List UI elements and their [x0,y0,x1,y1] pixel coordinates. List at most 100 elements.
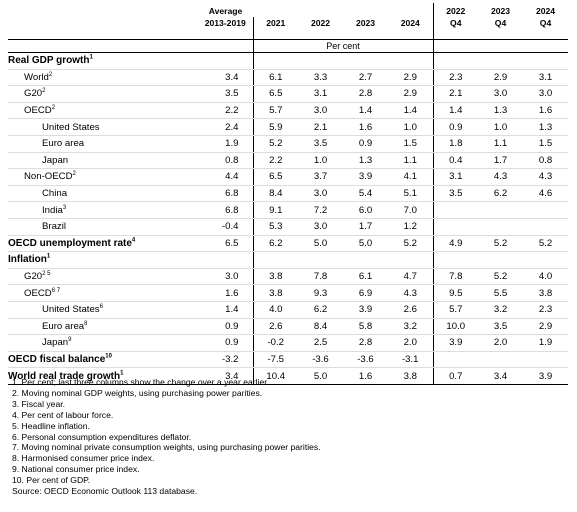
value-cell: 3.1 [298,85,343,103]
value-cell: 3.5 [198,85,253,103]
footnote-marker: 3 [62,204,67,211]
value-cell: 4.0 [252,301,298,319]
value-cell: -3.1 [388,351,433,369]
footnote: 6. Personal consumption expenditures def… [12,431,192,442]
row-label: G202 5 [8,268,198,286]
value-cell: 5.2 [523,235,568,253]
value-cell: 5.2 [478,235,523,253]
value-cell: 3.7 [298,168,343,186]
value-cell: 2.1 [298,118,343,136]
value-cell: 8.4 [252,185,298,203]
footnote-marker: 2 5 [42,270,51,277]
footnote: Source: OECD Economic Outlook 113 databa… [12,486,198,497]
table-row: World2 3.4 6.1 3.3 2.7 2.9 2.3 2.9 3.1 [8,69,568,87]
value-cell: 1.3 [523,118,568,136]
value-cell [388,251,433,269]
value-cell [252,52,298,70]
value-cell: 2.3 [523,301,568,319]
footnote-marker: 1 [120,370,124,377]
unit-row: Per cent [8,39,568,53]
row-label: OECD2 [8,102,198,120]
value-cell: 3.8 [252,284,298,302]
value-cell: 5.1 [388,185,433,203]
value-cell: 5.2 [252,135,298,153]
row-label-text: Non-OECD [24,171,73,183]
header-average: Average [208,6,243,16]
value-cell: -3.2 [198,351,253,369]
row-label: OECD unemployment rate4 [8,235,198,253]
value-cell [478,251,523,269]
value-cell: 2.6 [388,301,433,319]
table-row: Japan 0.8 2.2 1.0 1.3 1.1 0.4 1.7 0.8 [8,152,568,170]
value-cell: 4.6 [523,185,568,203]
header-row-2: 2013-2019 2021 2022 2023 2024 Q4 Q4 Q4 [8,17,568,29]
value-cell: 4.4 [198,168,253,186]
row-label: World real trade growth1 [8,367,198,385]
value-cell: -7.5 [252,351,298,369]
value-cell: 7.2 [298,201,343,219]
value-cell: 3.9 [432,334,478,352]
value-cell: 7.8 [432,268,478,286]
value-cell [343,251,388,269]
value-cell: 1.9 [198,135,253,153]
footnote: 7. Moving nominal private consumption we… [12,442,321,453]
value-cell: 4.1 [388,168,433,186]
value-cell: 3.4 [198,69,253,87]
row-label-text: OECD [24,105,52,117]
value-cell [252,251,298,269]
value-cell: 5.0 [298,367,343,385]
value-cell: 6.1 [252,69,298,87]
row-label: Inflation1 [8,251,198,269]
value-cell [478,52,523,70]
value-cell: 8.4 [298,318,343,336]
table-row: OECD2 2.2 5.7 3.0 1.4 1.4 1.4 1.3 1.6 [8,102,568,120]
row-label-text: China [42,188,68,200]
row-label-text: Japan [42,337,69,349]
value-cell: 5.9 [252,118,298,136]
value-cell: 3.0 [523,85,568,103]
value-cell: 0.8 [198,152,253,170]
footnote: 10. Per cent of GDP. [12,475,91,486]
value-cell: 2.9 [478,69,523,87]
value-cell: 6.9 [343,284,388,302]
value-cell: 2.8 [343,85,388,103]
value-cell: 5.2 [478,268,523,286]
row-label-text: United States [42,304,100,316]
row-label: India3 [8,201,198,219]
footnote-marker: 9 [68,337,72,344]
row-label-text: World real trade growth [8,370,121,382]
value-cell [198,52,253,70]
value-cell: 1.4 [198,301,253,319]
table-row: United States6 1.4 4.0 6.2 3.9 2.6 5.7 3.2 2.3 [8,301,568,319]
value-cell: 0.4 [432,152,478,170]
table-row: OECD unemployment rate4 6.5 6.2 5.0 5.0 5.2 4.… [8,235,568,253]
footnote-marker: 6 7 [51,287,61,294]
row-label-text: G20 [24,88,43,100]
value-cell: 2.7 [343,69,388,87]
value-cell: 6.5 [198,235,253,253]
value-cell: 1.7 [343,218,388,236]
value-cell: 1.3 [343,152,388,170]
value-cell: 5.3 [252,218,298,236]
value-cell: 0.7 [432,367,478,385]
value-cell [432,52,478,70]
footnote: 9. National consumer price index. [12,464,140,475]
header-q4-2024: Q4 [539,18,552,28]
table-row: United States 2.4 5.9 2.1 1.6 1.0 0.9 1.0 1.3 [8,118,568,136]
table-row: OECD fiscal balance10 -3.2 -7.5 -3.6 -3.6 -3.… [8,351,568,369]
row-label-text: OECD fiscal balance [8,353,106,365]
row-label: Real GDP growth1 [8,52,198,70]
row-label-text: Inflation [8,254,47,266]
value-cell [478,351,523,369]
header-q-year-2022: 2022 [432,3,478,17]
value-cell: 3.4 [198,367,253,385]
value-cell: 1.4 [432,102,478,120]
table-row: Brazil -0.4 5.3 3.0 1.7 1.2 [8,218,568,236]
value-cell: 3.0 [298,102,343,120]
row-label: Japan9 [8,334,198,352]
value-cell: 2.0 [478,334,523,352]
value-cell: 0.9 [343,135,388,153]
value-cell: 3.0 [478,85,523,103]
value-cell: 2.2 [252,152,298,170]
value-cell: 2.6 [252,318,298,336]
